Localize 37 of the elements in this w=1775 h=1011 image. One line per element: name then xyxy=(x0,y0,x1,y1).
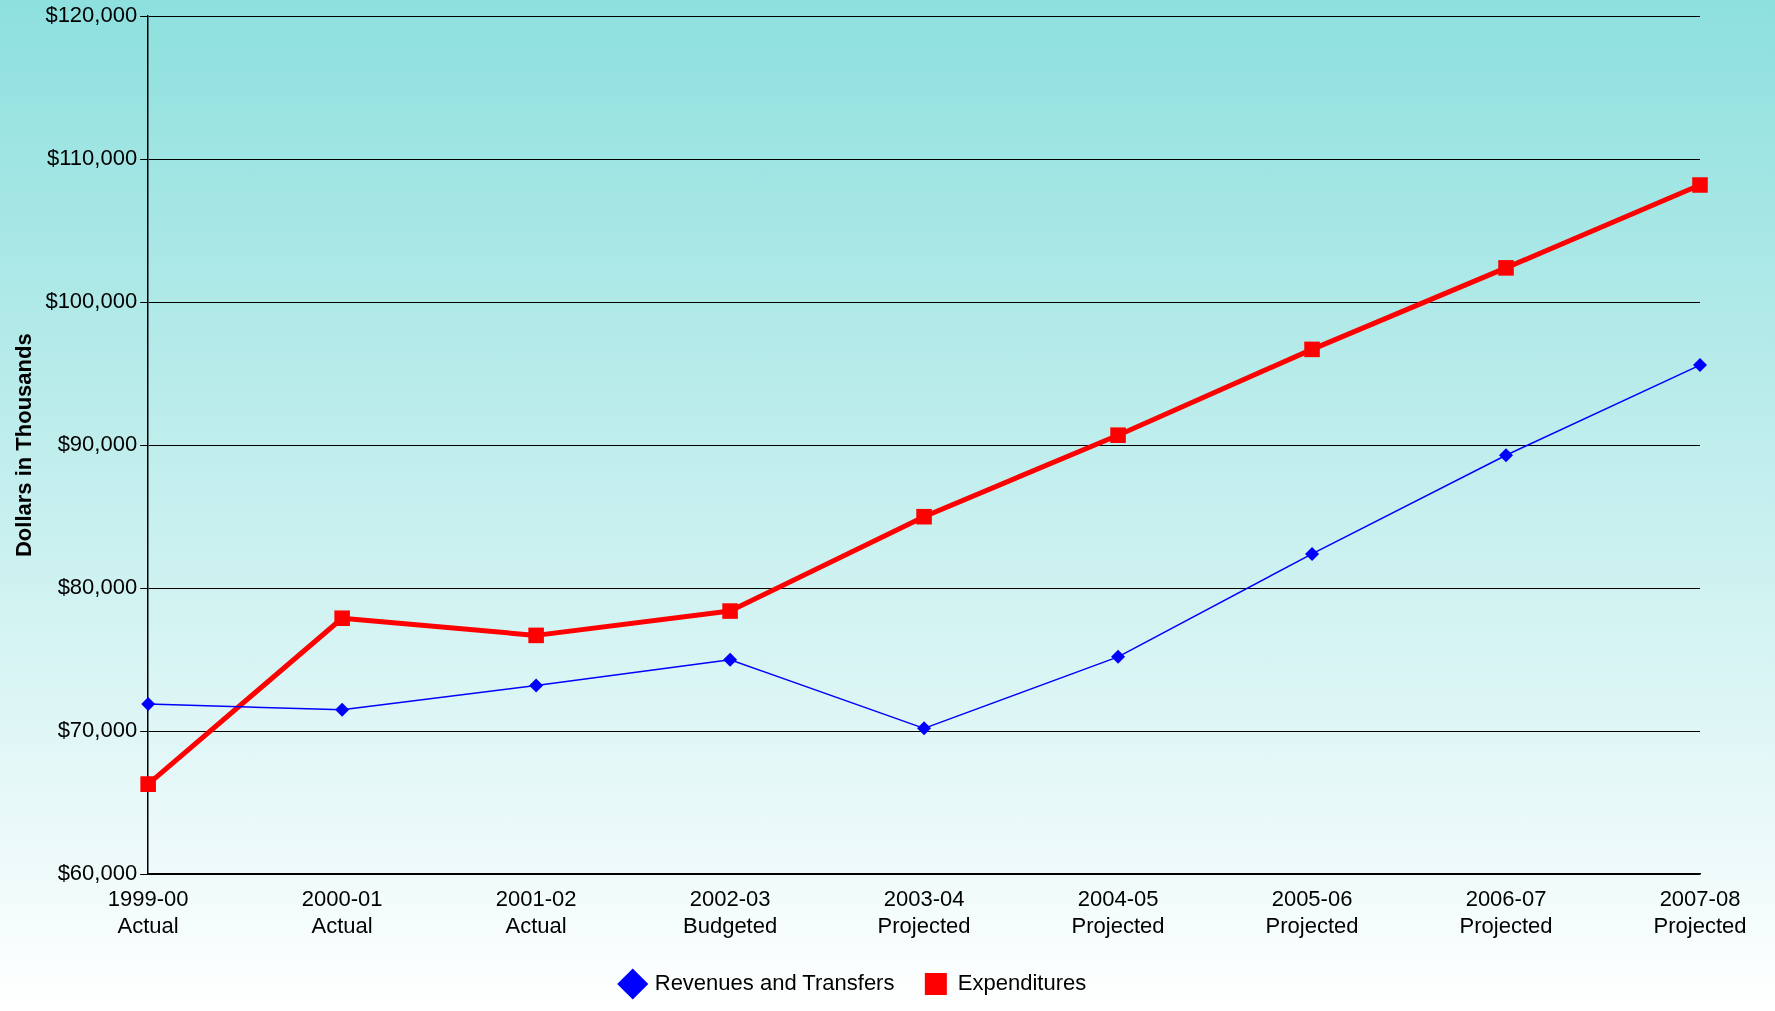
point xyxy=(723,652,738,667)
x-tick-label: 2001-02 Actual xyxy=(495,886,577,938)
point xyxy=(528,627,544,644)
point xyxy=(1110,427,1126,443)
legend-label: Expenditures xyxy=(957,970,1087,996)
point xyxy=(1304,341,1320,358)
x-tick-label: 2004-05 Projected xyxy=(1071,886,1165,938)
point xyxy=(1305,546,1320,561)
x-tick-label: 2002-03 Budgeted xyxy=(683,886,778,938)
y-tick-label: $60,000 xyxy=(57,860,138,886)
x-tick-label: 1999-00 Actual xyxy=(107,886,189,938)
y-tick-label: $120,000 xyxy=(45,2,138,28)
point xyxy=(1692,177,1708,193)
point xyxy=(1111,649,1126,664)
point xyxy=(1693,358,1707,373)
x-tick-label: 2003-04 Projected xyxy=(877,886,971,938)
y-tick-label: $110,000 xyxy=(47,145,138,171)
x-tick-label: 2000-01 Actual xyxy=(301,886,383,938)
point xyxy=(1498,260,1514,276)
point xyxy=(529,678,544,693)
y-tick-label: $70,000 xyxy=(57,717,138,743)
point xyxy=(140,776,156,792)
point xyxy=(916,508,932,525)
point xyxy=(334,610,350,627)
y-tick-label: $100,000 xyxy=(45,288,138,314)
point xyxy=(335,702,350,717)
point xyxy=(917,721,932,736)
y-tick-label: $90,000 xyxy=(57,431,138,457)
x-tick-label: 2007-08 Projected xyxy=(1653,886,1747,938)
legend-label: Revenues and Transfers xyxy=(654,970,895,996)
x-tick-label: 2005-06 Projected xyxy=(1265,886,1359,938)
point xyxy=(141,697,156,712)
y-axis-title: Dollars in Thousands xyxy=(11,333,37,558)
point xyxy=(1499,448,1514,463)
y-tick-label: $80,000 xyxy=(57,574,138,600)
x-tick-label: 2006-07 Projected xyxy=(1459,886,1553,938)
point xyxy=(722,603,738,619)
